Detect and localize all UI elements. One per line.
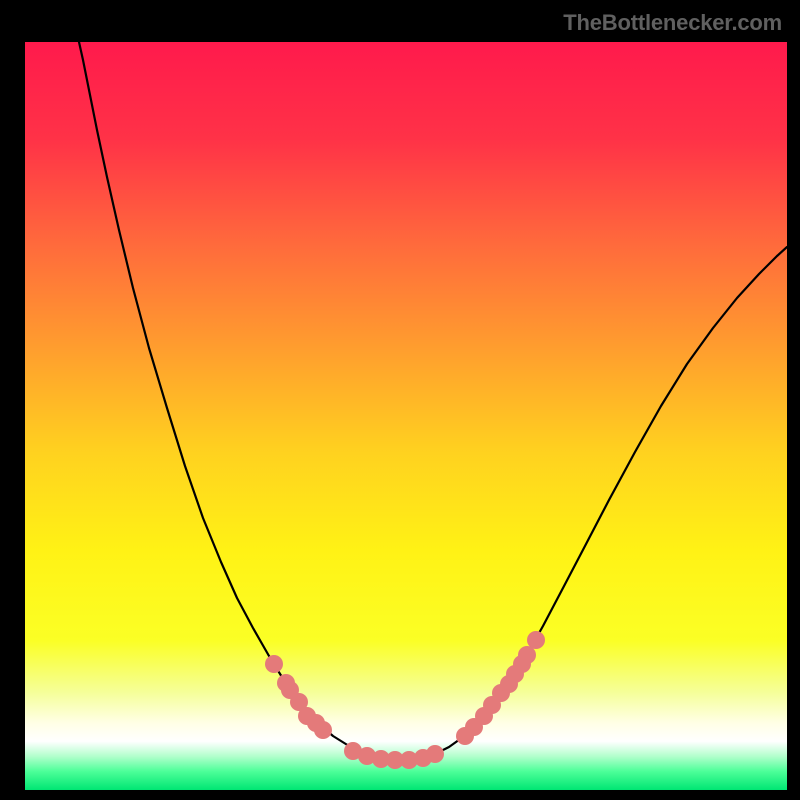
marker-dot [426, 745, 444, 763]
marker-dot [265, 655, 283, 673]
marker-dot [527, 631, 545, 649]
plot-area [25, 42, 787, 790]
plot-svg [25, 42, 787, 790]
gradient-background [25, 42, 787, 790]
watermark-text: TheBottlenecker.com [563, 10, 782, 36]
marker-dot [518, 646, 536, 664]
chart-canvas: TheBottlenecker.com [0, 0, 800, 800]
marker-dot [314, 721, 332, 739]
